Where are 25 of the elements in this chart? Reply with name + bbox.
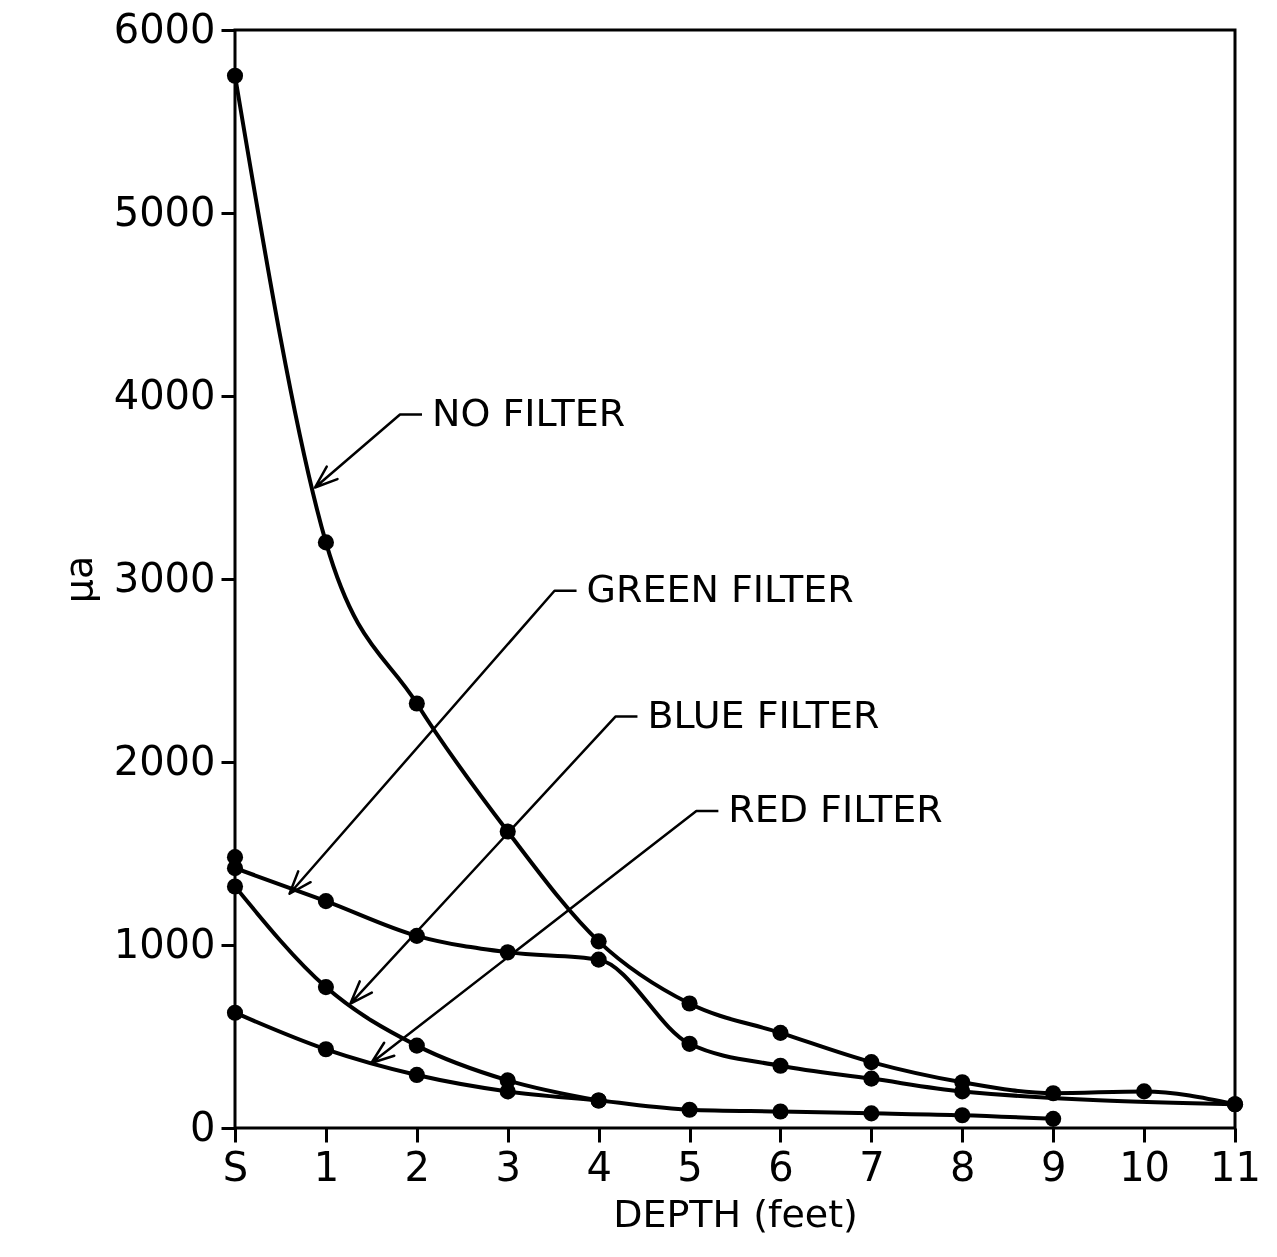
- x-tick-label: 10: [1119, 1143, 1171, 1190]
- y-tick-label: 2000: [113, 737, 216, 784]
- x-tick-label: 7: [859, 1143, 885, 1190]
- x-tick-label: 3: [495, 1143, 521, 1190]
- x-tick-label: 6: [768, 1143, 794, 1190]
- annotation: GREEN FILTER: [586, 566, 854, 611]
- y-axis-title: μa: [56, 555, 101, 604]
- x-tick-label: 8: [950, 1143, 976, 1190]
- y-tick-label: 6000: [113, 5, 216, 52]
- y-tick-label: 5000: [113, 188, 216, 235]
- x-tick-label: 9: [1040, 1143, 1067, 1190]
- y-tick-label: 4000: [113, 371, 216, 418]
- x-axis-title: DEPTH (feet): [613, 1191, 858, 1236]
- x-tick-label: 5: [677, 1143, 703, 1190]
- x-tick-label: S: [222, 1143, 249, 1190]
- y-tick-label: 3000: [113, 554, 216, 601]
- x-tick-label: 2: [404, 1143, 431, 1190]
- x-tick-label: 11: [1210, 1143, 1261, 1190]
- x-tick-label: 4: [586, 1143, 612, 1190]
- annotation: BLUE FILTER: [647, 692, 880, 737]
- x-tick-label: 1: [313, 1143, 340, 1190]
- annotation: NO FILTER: [432, 390, 626, 435]
- annotation: RED FILTER: [728, 787, 943, 832]
- y-tick-label: 1000: [113, 920, 216, 967]
- y-tick-label: 0: [190, 1103, 216, 1150]
